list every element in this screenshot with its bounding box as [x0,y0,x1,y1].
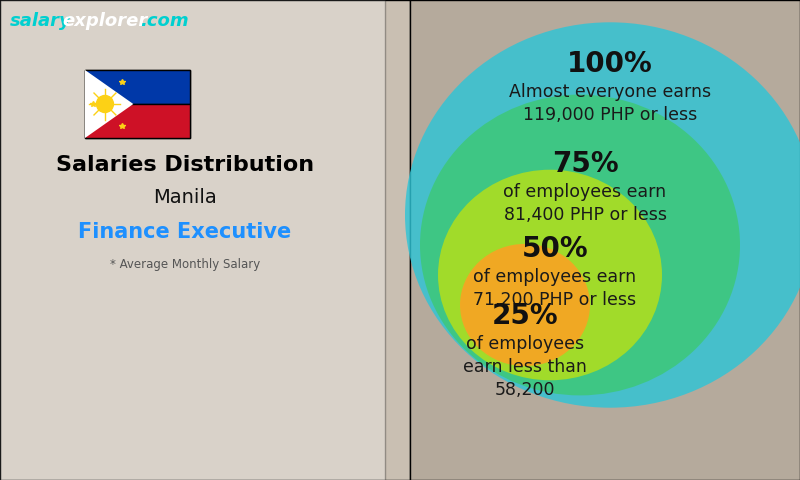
FancyBboxPatch shape [85,70,190,138]
Ellipse shape [405,22,800,408]
FancyBboxPatch shape [0,0,385,480]
Polygon shape [85,70,134,138]
Text: 100%: 100% [567,50,653,78]
Text: 75%: 75% [552,150,618,178]
Text: of employees earn
81,400 PHP or less: of employees earn 81,400 PHP or less [503,183,666,224]
Text: Finance Executive: Finance Executive [78,222,292,242]
FancyBboxPatch shape [410,0,800,480]
Ellipse shape [438,170,662,380]
Text: of employees
earn less than
58,200: of employees earn less than 58,200 [463,335,587,399]
FancyBboxPatch shape [85,104,190,138]
Ellipse shape [460,244,590,366]
Ellipse shape [420,95,740,396]
FancyBboxPatch shape [85,70,190,104]
FancyBboxPatch shape [0,0,410,480]
Text: of employees earn
71,200 PHP or less: of employees earn 71,200 PHP or less [474,268,637,309]
Text: Manila: Manila [153,188,217,207]
Text: .com: .com [140,12,189,30]
Text: 50%: 50% [522,235,588,263]
Text: 25%: 25% [492,302,558,330]
Text: salary: salary [10,12,72,30]
Text: Salaries Distribution: Salaries Distribution [56,155,314,175]
Circle shape [97,96,114,112]
Text: * Average Monthly Salary: * Average Monthly Salary [110,258,260,271]
Text: explorer: explorer [62,12,147,30]
Text: Almost everyone earns
119,000 PHP or less: Almost everyone earns 119,000 PHP or les… [509,83,711,124]
